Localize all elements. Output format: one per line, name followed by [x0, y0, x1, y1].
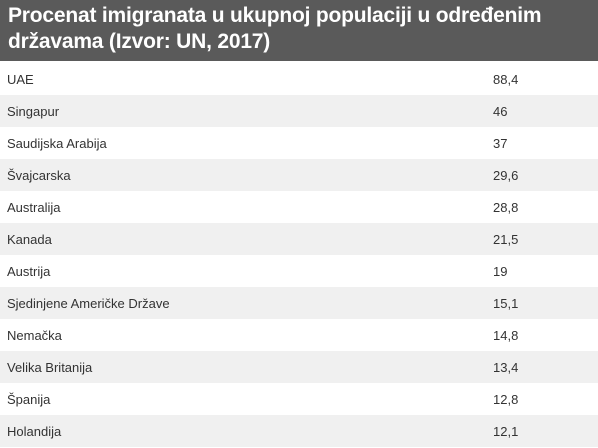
table-row: Španija 12,8 — [0, 383, 598, 415]
table-row: Australija 28,8 — [0, 191, 598, 223]
country-cell: Švajcarska — [7, 167, 71, 183]
value-cell: 13,4 — [493, 359, 519, 375]
table-header: Procenat imigranata u ukupnoj populaciji… — [0, 0, 598, 61]
value-cell: 12,1 — [493, 423, 519, 439]
table-row: Nemačka 14,8 — [0, 319, 598, 351]
country-cell: Nemačka — [7, 327, 62, 343]
value-cell: 28,8 — [493, 199, 519, 215]
table-row: Singapur 46 — [0, 95, 598, 127]
country-cell: Španija — [7, 391, 51, 407]
value-cell: 29,6 — [493, 167, 519, 183]
value-cell: 12,8 — [493, 391, 519, 407]
table-row: Saudijska Arabija 37 — [0, 127, 598, 159]
country-cell: Australija — [7, 199, 61, 215]
country-cell: Velika Britanija — [7, 359, 93, 375]
country-cell: Singapur — [7, 103, 60, 119]
table-row: UAE 88,4 — [0, 63, 598, 95]
table-row: Austrija 19 — [0, 255, 598, 287]
value-cell: 46 — [493, 103, 508, 119]
table-title: Procenat imigranata u ukupnoj populaciji… — [8, 4, 542, 53]
table-row: Kanada 21,5 — [0, 223, 598, 255]
value-cell: 15,1 — [493, 295, 519, 311]
table-row: Sjedinjene Američke Države 15,1 — [0, 287, 598, 319]
table-row: Holandija 12,1 — [0, 415, 598, 447]
table-row: Velika Britanija 13,4 — [0, 351, 598, 383]
table-row: Švajcarska 29,6 — [0, 159, 598, 191]
country-cell: Kanada — [7, 231, 52, 247]
country-cell: Austrija — [7, 263, 51, 279]
value-cell: 37 — [493, 135, 508, 151]
country-cell: Sjedinjene Američke Države — [7, 295, 170, 311]
value-cell: 19 — [493, 263, 508, 279]
country-cell: Saudijska Arabija — [7, 135, 107, 151]
data-table: UAE 88,4 Singapur 46 Saudijska Arabija 37 Švaj… — [0, 63, 598, 447]
country-cell: Holandija — [7, 423, 62, 439]
value-cell: 21,5 — [493, 231, 519, 247]
value-cell: 14,8 — [493, 327, 519, 343]
value-cell: 88,4 — [493, 71, 519, 87]
country-cell: UAE — [7, 71, 34, 87]
